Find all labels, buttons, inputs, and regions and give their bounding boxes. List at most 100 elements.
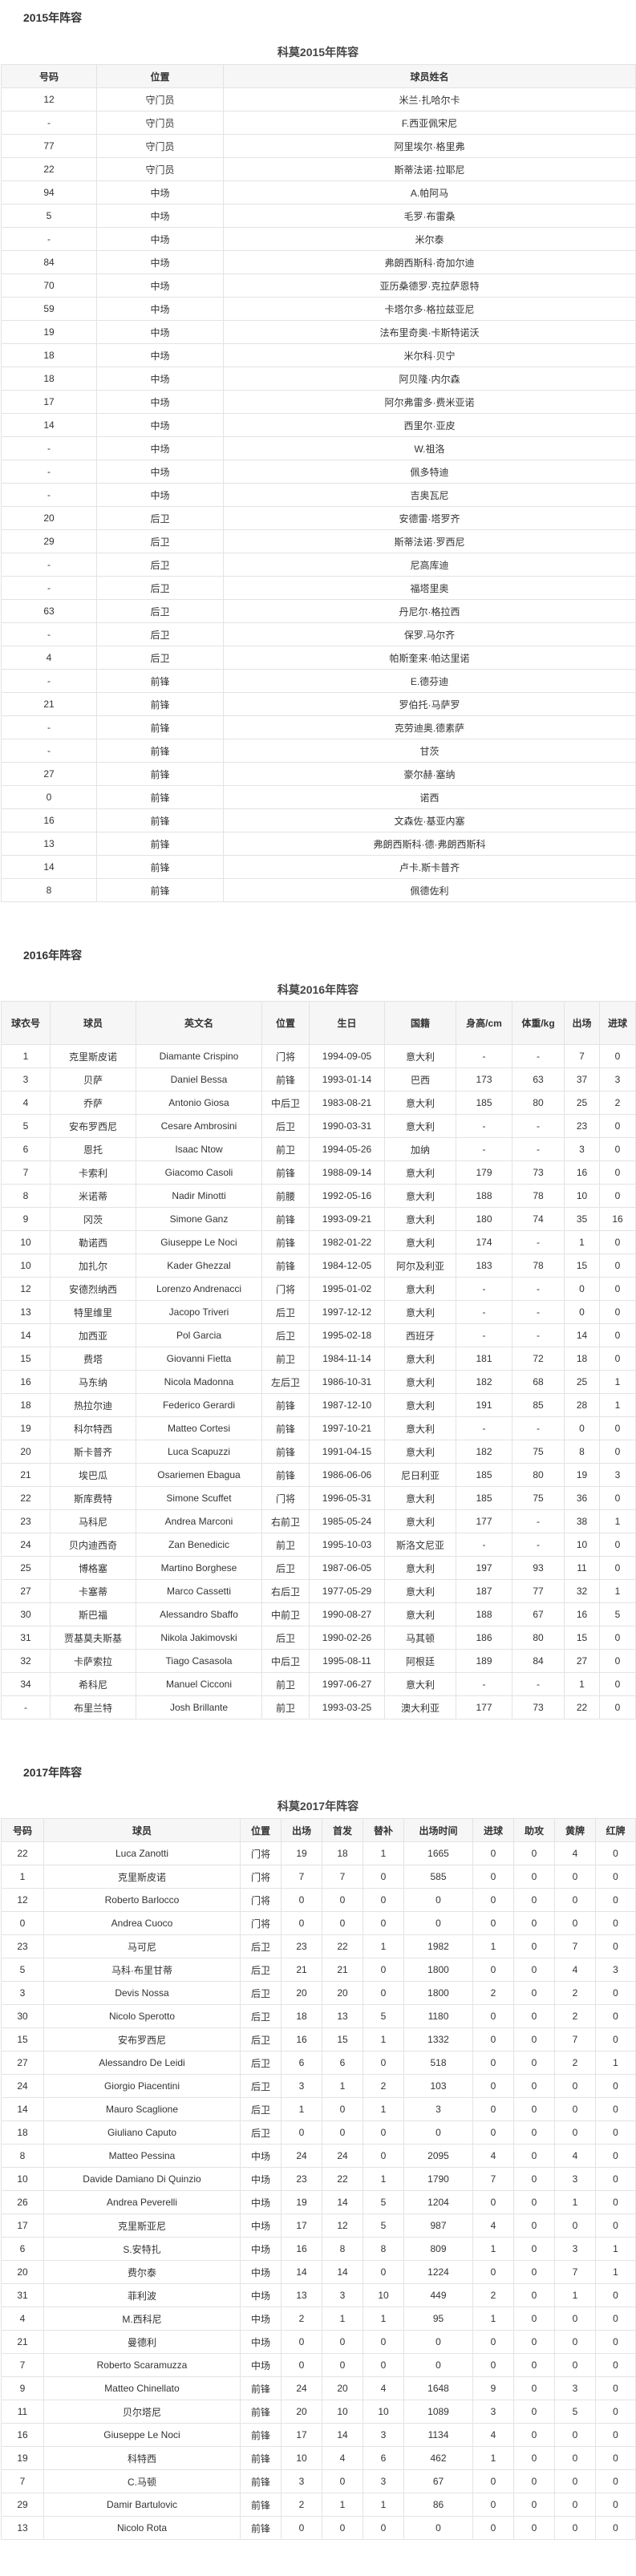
table-cell: 布里兰特 [50,1695,136,1719]
table-cell: - [512,1509,565,1533]
table-cell: 意大利 [384,1044,456,1068]
table-cell: 前锋 [261,1254,310,1278]
table-cell: 前锋 [96,692,224,716]
table-row: 21 埃巴瓜 Osariemen Ebagua 前锋 1986-06-06 尼日利亚 185… [1,1463,636,1487]
table-row: 12 安德烈纳西 Lorenzo Andrenacci 门将 1995-01-02 意大利… [1,1277,636,1301]
table-cell: 斯库费特 [50,1486,136,1510]
table-cell: 斯蒂法诺·拉耶尼 [223,157,636,181]
table-row: 34 希科尼 Manuel Cicconi 前卫 1997-06-27 意大利 - -1 0 [1,1672,636,1696]
table-cell: 23 [281,1934,322,1958]
table-cell: 21 [281,1958,322,1982]
table-cell: 0 [595,2353,636,2377]
table-cell: 0 [322,2120,363,2145]
table-cell: 20 [322,2376,363,2400]
table-cell: 191 [456,1393,512,1417]
table-row: 19 科特西 前锋 10 4 6 462 1 0 0 0 [1,2446,636,2470]
table-cell: 后卫 [96,529,224,553]
table-cell: 0 [363,1888,404,1912]
column-header: 体重/kg [512,1001,565,1045]
table-row: 22 Luca Zanotti 门将 19 18 1 1665 0 0 4 0 [1,1841,636,1865]
table-row: 30 Nicolo Sperotto 后卫 18 13 5 1180 0 0 2 0 [1,2004,636,2028]
table-cell: 中场 [240,2307,282,2331]
table-cell: A.帕阿马 [223,180,636,205]
table-caption-2016: 科莫2016年阵容 [277,983,359,996]
table-row: 10 Davide Damiano Di Quinzio 中场 23 22 1 1790 7 0… [1,2167,636,2191]
table-cell: 20 [322,1981,363,2005]
table-cell: - [456,1533,512,1557]
table-cell: 科特西 [43,2446,241,2470]
table-cell: 0 [403,2353,473,2377]
table-cell: 18 [1,1393,51,1417]
table-cell: 0 [599,1347,636,1371]
table-cell: 0 [599,1230,636,1254]
table-cell: 1224 [403,2260,473,2284]
table-cell: 3 [554,2376,596,2400]
table-cell: 10 [564,1533,600,1557]
table-row: 20 费尔泰 中场 14 14 0 1224 0 0 7 1 [1,2260,636,2284]
table-cell: 0 [564,1416,600,1440]
table-cell: 3 [403,2097,473,2121]
table-cell: 0 [513,1841,555,1865]
table-cell: 后卫 [96,646,224,670]
table-cell: 17 [1,2213,44,2238]
table-cell: 1 [472,2307,514,2331]
table-cell: 0 [281,1888,322,1912]
table-cell: 23 [1,1934,44,1958]
table-row: 15 费塔 Giovanni Fietta 前卫 1984-11-14 意大利 181 72 1… [1,1347,636,1371]
column-header: 位置 [240,1818,282,1842]
table-cell: 25 [564,1091,600,1115]
table-row: 5 马科·布里甘蒂 后卫 21 21 0 1800 0 0 4 3 [1,1958,636,1982]
table-cell: 187 [456,1579,512,1603]
table-cell: 80 [512,1091,565,1115]
table-row: 5 中场 毛罗·布雷桑 [1,204,636,228]
table-cell: 2095 [403,2144,473,2168]
table-cell: 38 [564,1509,600,1533]
table-cell: 阿尔及利亚 [384,1254,456,1278]
table-cell: 0 [554,1865,596,1889]
table-cell: Nicolo Sperotto [43,2004,241,2028]
table-row: 17 中场 阿尔弗雷多·费米亚诺 [1,390,636,414]
table-cell: 后卫 [240,2004,282,2028]
table-cell: 93 [512,1556,565,1580]
table-cell: 3 [322,2283,363,2307]
table-cell: 0 [513,2237,555,2261]
table-cell: 1984-11-14 [309,1347,385,1371]
table-cell: 意大利 [384,1230,456,1254]
table-cell: 前锋 [240,2493,282,2517]
table-cell: 4 [1,646,97,670]
table-cell: 0 [554,2446,596,2470]
table-cell: 卡塞蒂 [50,1579,136,1603]
table-cell: 84 [1,250,97,274]
table-cell: 0 [599,1114,636,1138]
table-cell: 0 [554,1911,596,1935]
table-cell: - [1,460,97,484]
table-cell: 68 [512,1370,565,1394]
table-cell: Davide Damiano Di Quinzio [43,2167,241,2191]
table-cell: 3 [1,1981,44,2005]
table-row: 21 曼德利 中场 0 0 0 0 0 0 0 0 [1,2330,636,2354]
table-cell: 21 [322,1958,363,1982]
table-cell: 0 [599,1695,636,1719]
section-heading-2015: 2015年阵容 [23,11,83,24]
table-cell: 18 [1,367,97,391]
table-cell: 1 [472,2446,514,2470]
table-cell: 16 [599,1207,636,1231]
table-cell: 0 [513,2493,555,2517]
table-row: 13 前锋 弗朗西斯科·德·弗朗西斯科 [1,832,636,856]
table-cell: 1993-09-21 [309,1207,385,1231]
table-cell: 0 [595,2213,636,2238]
table-cell: 0 [554,2074,596,2098]
table-cell: 加扎尔 [50,1254,136,1278]
section-heading-2016: 2016年阵容 [23,949,83,962]
table-cell: 0 [554,2516,596,2540]
table-row: 29 后卫 斯蒂法诺·罗西尼 [1,529,636,553]
table-cell: 180 [456,1207,512,1231]
table-cell: 前锋 [96,855,224,879]
table-cell: - [1,436,97,460]
table-cell: 前锋 [96,878,224,902]
table-row: 17 克里斯亚尼 中场 17 12 5 987 4 0 0 0 [1,2213,636,2238]
table-cell: 0 [472,1865,514,1889]
table-cell: 0 [472,2097,514,2121]
table-cell: 0 [599,1649,636,1673]
table-cell: 意大利 [384,1672,456,1696]
